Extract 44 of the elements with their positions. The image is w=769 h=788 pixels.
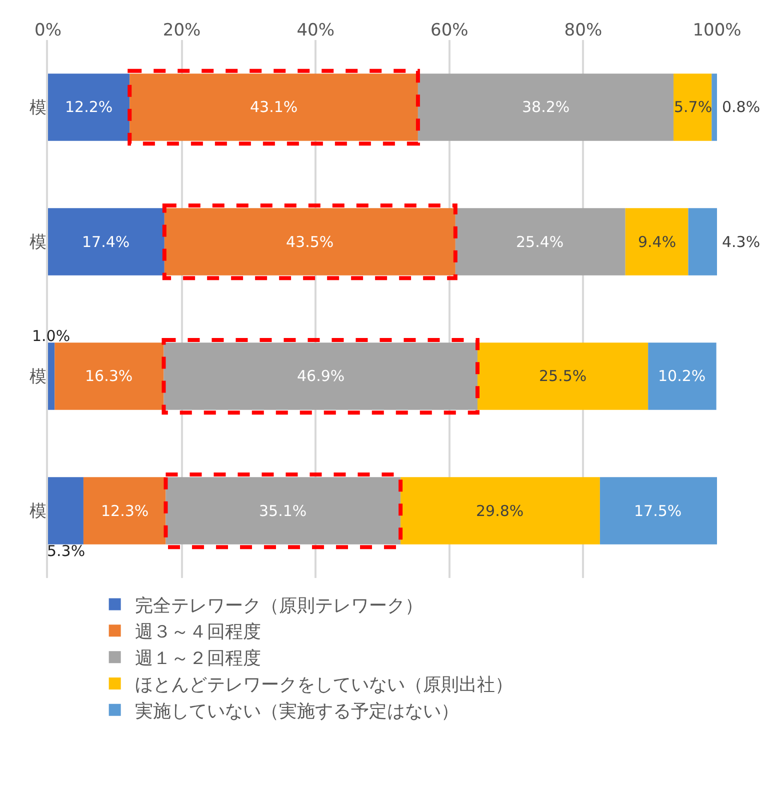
data-label: 17.5% bbox=[634, 502, 682, 520]
bar bbox=[648, 342, 716, 410]
data-label: 35.1% bbox=[259, 502, 307, 520]
bar bbox=[674, 74, 712, 141]
legend-label: 完全テレワーク（原則テレワーク） bbox=[134, 595, 423, 616]
data-label: 38.2% bbox=[522, 98, 570, 116]
data-label: 10.2% bbox=[658, 367, 706, 385]
x-tick-label: 40% bbox=[296, 20, 334, 41]
legend-label: 実施していない（実施する予定はない） bbox=[134, 700, 459, 722]
bar bbox=[600, 477, 717, 544]
data-label: 12.2% bbox=[65, 98, 113, 116]
y-tick-label: 模 bbox=[30, 367, 47, 388]
data-label: 16.3% bbox=[85, 367, 133, 385]
x-tick-label: 0% bbox=[34, 20, 62, 41]
legend-label: 週３～４回程度 bbox=[134, 622, 261, 643]
data-label: 5.3% bbox=[47, 542, 86, 560]
legend-label: ほとんどテレワークをしていない（原則出社） bbox=[134, 674, 513, 696]
bar bbox=[688, 208, 717, 276]
x-tick-label: 80% bbox=[564, 20, 602, 41]
data-label: 46.9% bbox=[297, 367, 345, 385]
x-tick-label: 100% bbox=[692, 20, 742, 41]
bar bbox=[625, 208, 688, 276]
data-label: 1.0% bbox=[32, 327, 70, 345]
data-label: 12.3% bbox=[101, 502, 149, 520]
data-label: 43.5% bbox=[286, 233, 334, 251]
legend-label: 週１～２回程度 bbox=[134, 648, 261, 670]
data-label: 17.4% bbox=[82, 233, 130, 251]
data-label: 25.4% bbox=[516, 233, 564, 251]
bar bbox=[48, 74, 130, 141]
data-label: 43.1% bbox=[250, 98, 298, 116]
data-label: 9.4% bbox=[638, 233, 676, 251]
x-tick-label: 60% bbox=[430, 20, 468, 41]
bar bbox=[48, 477, 84, 544]
data-label: 29.8% bbox=[476, 502, 524, 520]
bar bbox=[48, 342, 55, 410]
y-tick-label: 模 bbox=[30, 98, 47, 118]
x-tick-label: 20% bbox=[162, 20, 201, 41]
data-label: 5.7% bbox=[674, 98, 712, 116]
data-label: 4.3% bbox=[722, 233, 760, 251]
data-label: 0.8% bbox=[722, 98, 760, 116]
data-label: 25.5% bbox=[539, 367, 587, 385]
bar bbox=[712, 74, 717, 141]
y-tick-label: 模 bbox=[30, 232, 47, 253]
y-tick-label: 模 bbox=[30, 502, 47, 522]
